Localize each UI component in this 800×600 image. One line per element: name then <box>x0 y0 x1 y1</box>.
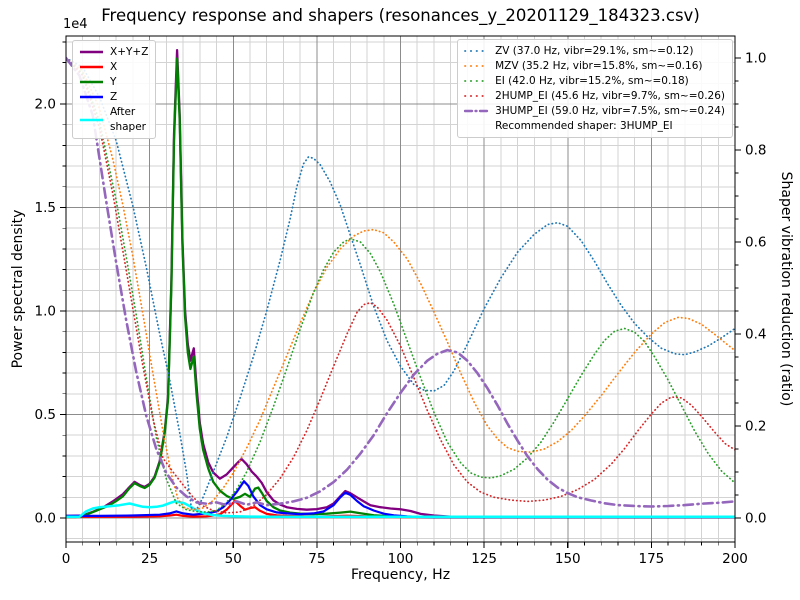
curve-zv <box>66 57 735 511</box>
x-tick-label: 75 <box>308 551 325 567</box>
legend-psd-label-y: Y <box>110 75 117 88</box>
legend-psd-label-xyz: X+Y+Z <box>110 46 149 58</box>
legend-shapers-item-mzv: MZV (35.2 Hz, vibr=15.8%, sm~=0.16) <box>464 59 725 74</box>
x-tick-label: 0 <box>62 551 71 567</box>
curve-2hump <box>66 57 735 514</box>
x-tick-label: 50 <box>225 551 242 567</box>
x-tick-label: 200 <box>722 551 748 567</box>
legend-psd-item-xyz: X+Y+Z <box>79 45 148 60</box>
curve-3hump <box>66 56 735 508</box>
curve-z <box>66 480 735 519</box>
y-right-tick-label: 0.2 <box>745 419 766 435</box>
y-left-tick-label: 2.0 <box>35 97 56 113</box>
y-right-tick-label: 1.0 <box>745 51 766 67</box>
curves <box>66 49 735 519</box>
legend-shapers-label-2hump: 2HUMP_EI (45.6 Hz, vibr=9.7%, sm~=0.26) <box>495 89 725 102</box>
curve-after <box>66 500 735 519</box>
y-right-tick-label: 0.8 <box>745 143 766 159</box>
legend-line-sample-icon <box>80 118 103 121</box>
2hump-line-icon <box>464 91 489 101</box>
x-tick-label: 125 <box>471 551 497 567</box>
legend-psd-label-z: Z <box>110 90 118 103</box>
legend-shapers-footer: Recommended shaper: 3HUMP_EI <box>495 119 673 132</box>
z-line-icon <box>79 92 104 102</box>
legend-shapers-label-zv: ZV (37.0 Hz, vibr=29.1%, sm~=0.12) <box>495 45 694 57</box>
legend-psd-item-x: X <box>79 60 148 75</box>
xyz-line-icon <box>79 47 104 57</box>
legend-line-sample-icon <box>464 80 489 83</box>
legend-shapers-item-3hump: 3HUMP_EI (59.0 Hz, vibr=7.5%, sm~=0.24) <box>464 104 725 119</box>
x-line-icon <box>79 62 104 72</box>
legend-line-sample-icon <box>80 80 103 84</box>
curve-mzv <box>66 57 735 511</box>
legend-shapers-item-zv: ZV (37.0 Hz, vibr=29.1%, sm~=0.12) <box>464 44 725 59</box>
x-tick-label: 150 <box>555 551 581 567</box>
curve-ei <box>66 57 735 513</box>
legend-psd-label-x: X <box>110 60 118 73</box>
legend-shapers-item-ei: EI (42.0 Hz, vibr=15.2%, sm~=0.18) <box>464 74 725 89</box>
y-left-tick-label: 0.5 <box>35 407 56 423</box>
y-right-tick-label: 0.0 <box>745 511 766 527</box>
y-right-tick-label: 0.6 <box>745 235 766 251</box>
legend-shapers-label-3hump: 3HUMP_EI (59.0 Hz, vibr=7.5%, sm~=0.24) <box>495 104 725 117</box>
zv-line-icon <box>464 46 489 56</box>
x-axis-label: Frequency, Hz <box>350 567 451 583</box>
chart-title: Frequency response and shapers (resonanc… <box>101 6 700 25</box>
legend-line-sample-icon <box>464 109 490 113</box>
mzv-line-icon <box>464 61 489 71</box>
legend-line-sample-icon <box>80 51 103 54</box>
legend-shapers-label-ei: EI (42.0 Hz, vibr=15.2%, sm~=0.18) <box>495 74 689 87</box>
ei-line-icon <box>464 76 489 86</box>
after-line-icon <box>79 115 104 125</box>
3hump-line-icon <box>464 106 490 116</box>
legend-line-sample-icon <box>464 95 489 98</box>
legend-shapers-item-2hump: 2HUMP_EI (45.6 Hz, vibr=9.7%, sm~=0.26) <box>464 89 725 104</box>
legend-shapers-label-mzv: MZV (35.2 Hz, vibr=15.8%, sm~=0.16) <box>495 59 703 72</box>
legend-psd: X+Y+Z X Y Z After shaper <box>72 40 157 140</box>
y-left-tick-label: 1.5 <box>35 200 56 216</box>
y-left-tick-label: 1.0 <box>35 304 56 320</box>
legend-line-sample-icon <box>464 50 489 53</box>
x-tick-label: 175 <box>638 551 664 567</box>
legend-psd-item-z: Z <box>79 90 148 105</box>
legend-shapers: ZV (37.0 Hz, vibr=29.1%, sm~=0.12) MZV (3… <box>457 39 733 139</box>
legend-psd-item-after: After shaper <box>79 105 148 135</box>
tick-labels: 0 25 50 75 100 125 150 175 200 0.0 0.5 1.0 1.5 2.0 0.0… <box>35 51 767 568</box>
y-axis-right-label: Shaper vibration reduction (ratio) <box>778 171 794 407</box>
legend-line-sample-icon <box>464 65 489 68</box>
x-tick-label: 25 <box>141 551 158 567</box>
legend-line-sample-icon <box>80 66 103 69</box>
legend-psd-label-after: After shaper <box>110 105 147 133</box>
ticks <box>60 41 741 548</box>
y-axis-left-label: Power spectral density <box>10 209 26 369</box>
legend-line-sample-icon <box>80 95 103 99</box>
y-left-tick-label: 0.0 <box>35 511 56 527</box>
y-axis-offset-text: 1e4 <box>63 17 88 32</box>
y-right-tick-label: 0.4 <box>745 327 766 343</box>
y-line-icon <box>79 77 104 87</box>
x-tick-label: 100 <box>388 551 414 567</box>
legend-psd-item-y: Y <box>79 75 148 90</box>
